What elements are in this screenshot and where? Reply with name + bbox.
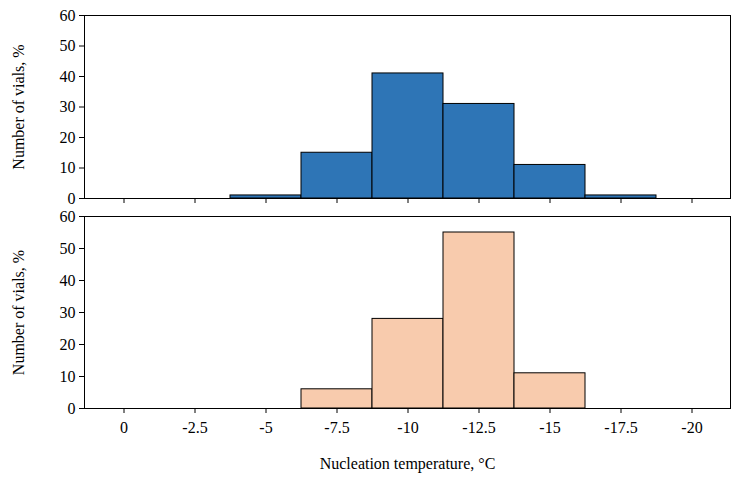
svg-text:-7.5: -7.5 [324, 419, 349, 436]
svg-text:-17.5: -17.5 [604, 419, 637, 436]
svg-text:Nucleation temperature, °C: Nucleation temperature, °C [320, 455, 496, 473]
svg-text:-12.5: -12.5 [462, 419, 495, 436]
svg-text:-10: -10 [397, 419, 418, 436]
svg-text:0: 0 [68, 190, 76, 205]
svg-text:0: 0 [120, 419, 128, 436]
svg-text:Number of vials, %: Number of vials, % [10, 44, 27, 169]
svg-text:20: 20 [60, 336, 76, 353]
svg-text:-2.5: -2.5 [182, 419, 207, 436]
svg-text:40: 40 [60, 272, 76, 289]
svg-text:60: 60 [60, 208, 76, 225]
svg-text:Number of vials, %: Number of vials, % [10, 250, 27, 375]
svg-text:10: 10 [60, 368, 76, 385]
svg-text:-20: -20 [681, 419, 702, 436]
svg-text:10: 10 [60, 159, 76, 176]
svg-text:60: 60 [60, 7, 76, 24]
svg-text:30: 30 [60, 304, 76, 321]
svg-text:50: 50 [60, 37, 76, 54]
svg-text:30: 30 [60, 98, 76, 115]
svg-text:50: 50 [60, 240, 76, 257]
svg-text:0: 0 [68, 400, 76, 417]
svg-text:20: 20 [60, 129, 76, 146]
svg-text:40: 40 [60, 68, 76, 85]
svg-text:-5: -5 [259, 419, 272, 436]
svg-text:-15: -15 [539, 419, 560, 436]
